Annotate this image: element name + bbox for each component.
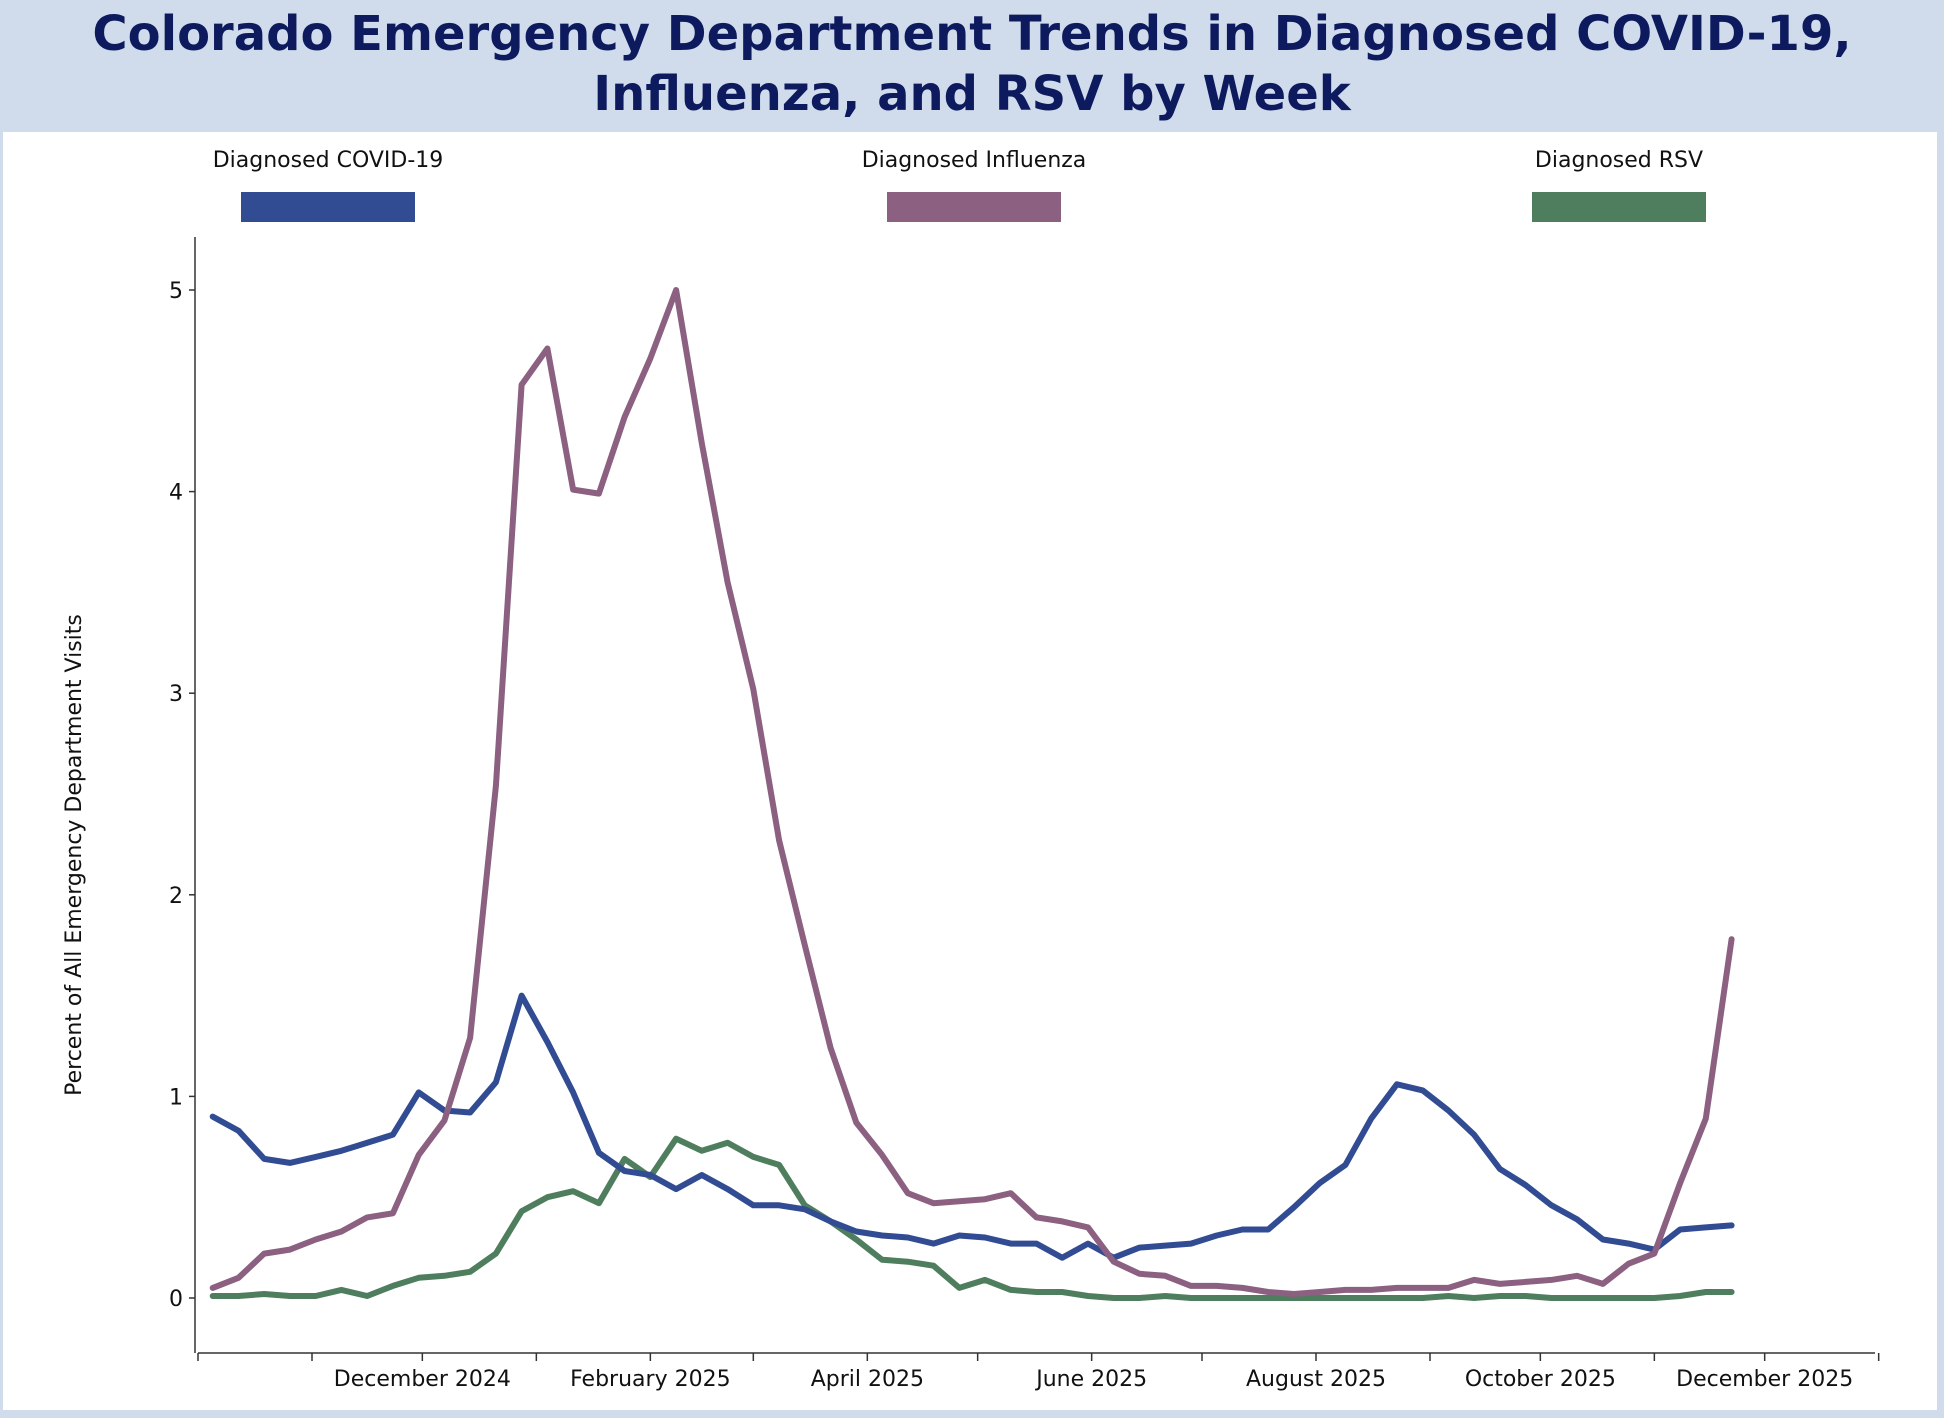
series-line-diagnosed-covid-19 <box>209 992 1735 1261</box>
y-axis-title: Percent of All Emergency Department Visi… <box>62 614 87 1096</box>
chart-title: Colorado Emergency Department Trends in … <box>92 6 1852 122</box>
y-tick-label: 2 <box>169 884 183 909</box>
series-group <box>209 287 1735 1301</box>
legend-swatch-2 <box>887 192 1061 222</box>
x-tick-label: December 2025 <box>1676 1367 1853 1392</box>
legend: Diagnosed COVID-19 Diagnosed Influenza Dia… <box>213 148 1706 222</box>
legend-swatch-3 <box>1532 192 1706 222</box>
y-tick-label: 3 <box>169 682 183 707</box>
y-tick-label: 0 <box>169 1287 183 1312</box>
chart-panel: Diagnosed COVID-19 Diagnosed Influenza Dia… <box>3 132 1937 1410</box>
x-tick-label: December 2024 <box>334 1367 511 1392</box>
legend-label-1: Diagnosed COVID-19 <box>213 148 444 173</box>
title-bar: Colorado Emergency Department Trends in … <box>0 0 1944 132</box>
y-tick-label: 4 <box>169 481 183 506</box>
legend-swatch-1 <box>241 192 415 222</box>
x-tick-label: June 2025 <box>1034 1367 1147 1392</box>
legend-label-3: Diagnosed RSV <box>1535 148 1703 173</box>
x-tick-label: February 2025 <box>570 1367 730 1392</box>
series-line-diagnosed-influenza <box>209 287 1735 1297</box>
line-chart: Diagnosed COVID-19 Diagnosed Influenza Dia… <box>62 148 1880 1392</box>
x-tick-label: October 2025 <box>1465 1367 1616 1392</box>
series-line-diagnosed-rsv <box>209 1135 1735 1301</box>
x-tick-label: August 2025 <box>1246 1367 1386 1392</box>
y-tick-label: 1 <box>169 1085 183 1110</box>
y-tick-label: 5 <box>169 279 183 304</box>
legend-label-2: Diagnosed Influenza <box>862 148 1087 173</box>
x-axis: December 2024 February 2025 April 2025 June… <box>197 1352 1880 1392</box>
y-axis: 0 1 2 3 4 5 Percent of All Emergency Departmen… <box>62 237 196 1353</box>
x-tick-label: April 2025 <box>811 1367 924 1392</box>
